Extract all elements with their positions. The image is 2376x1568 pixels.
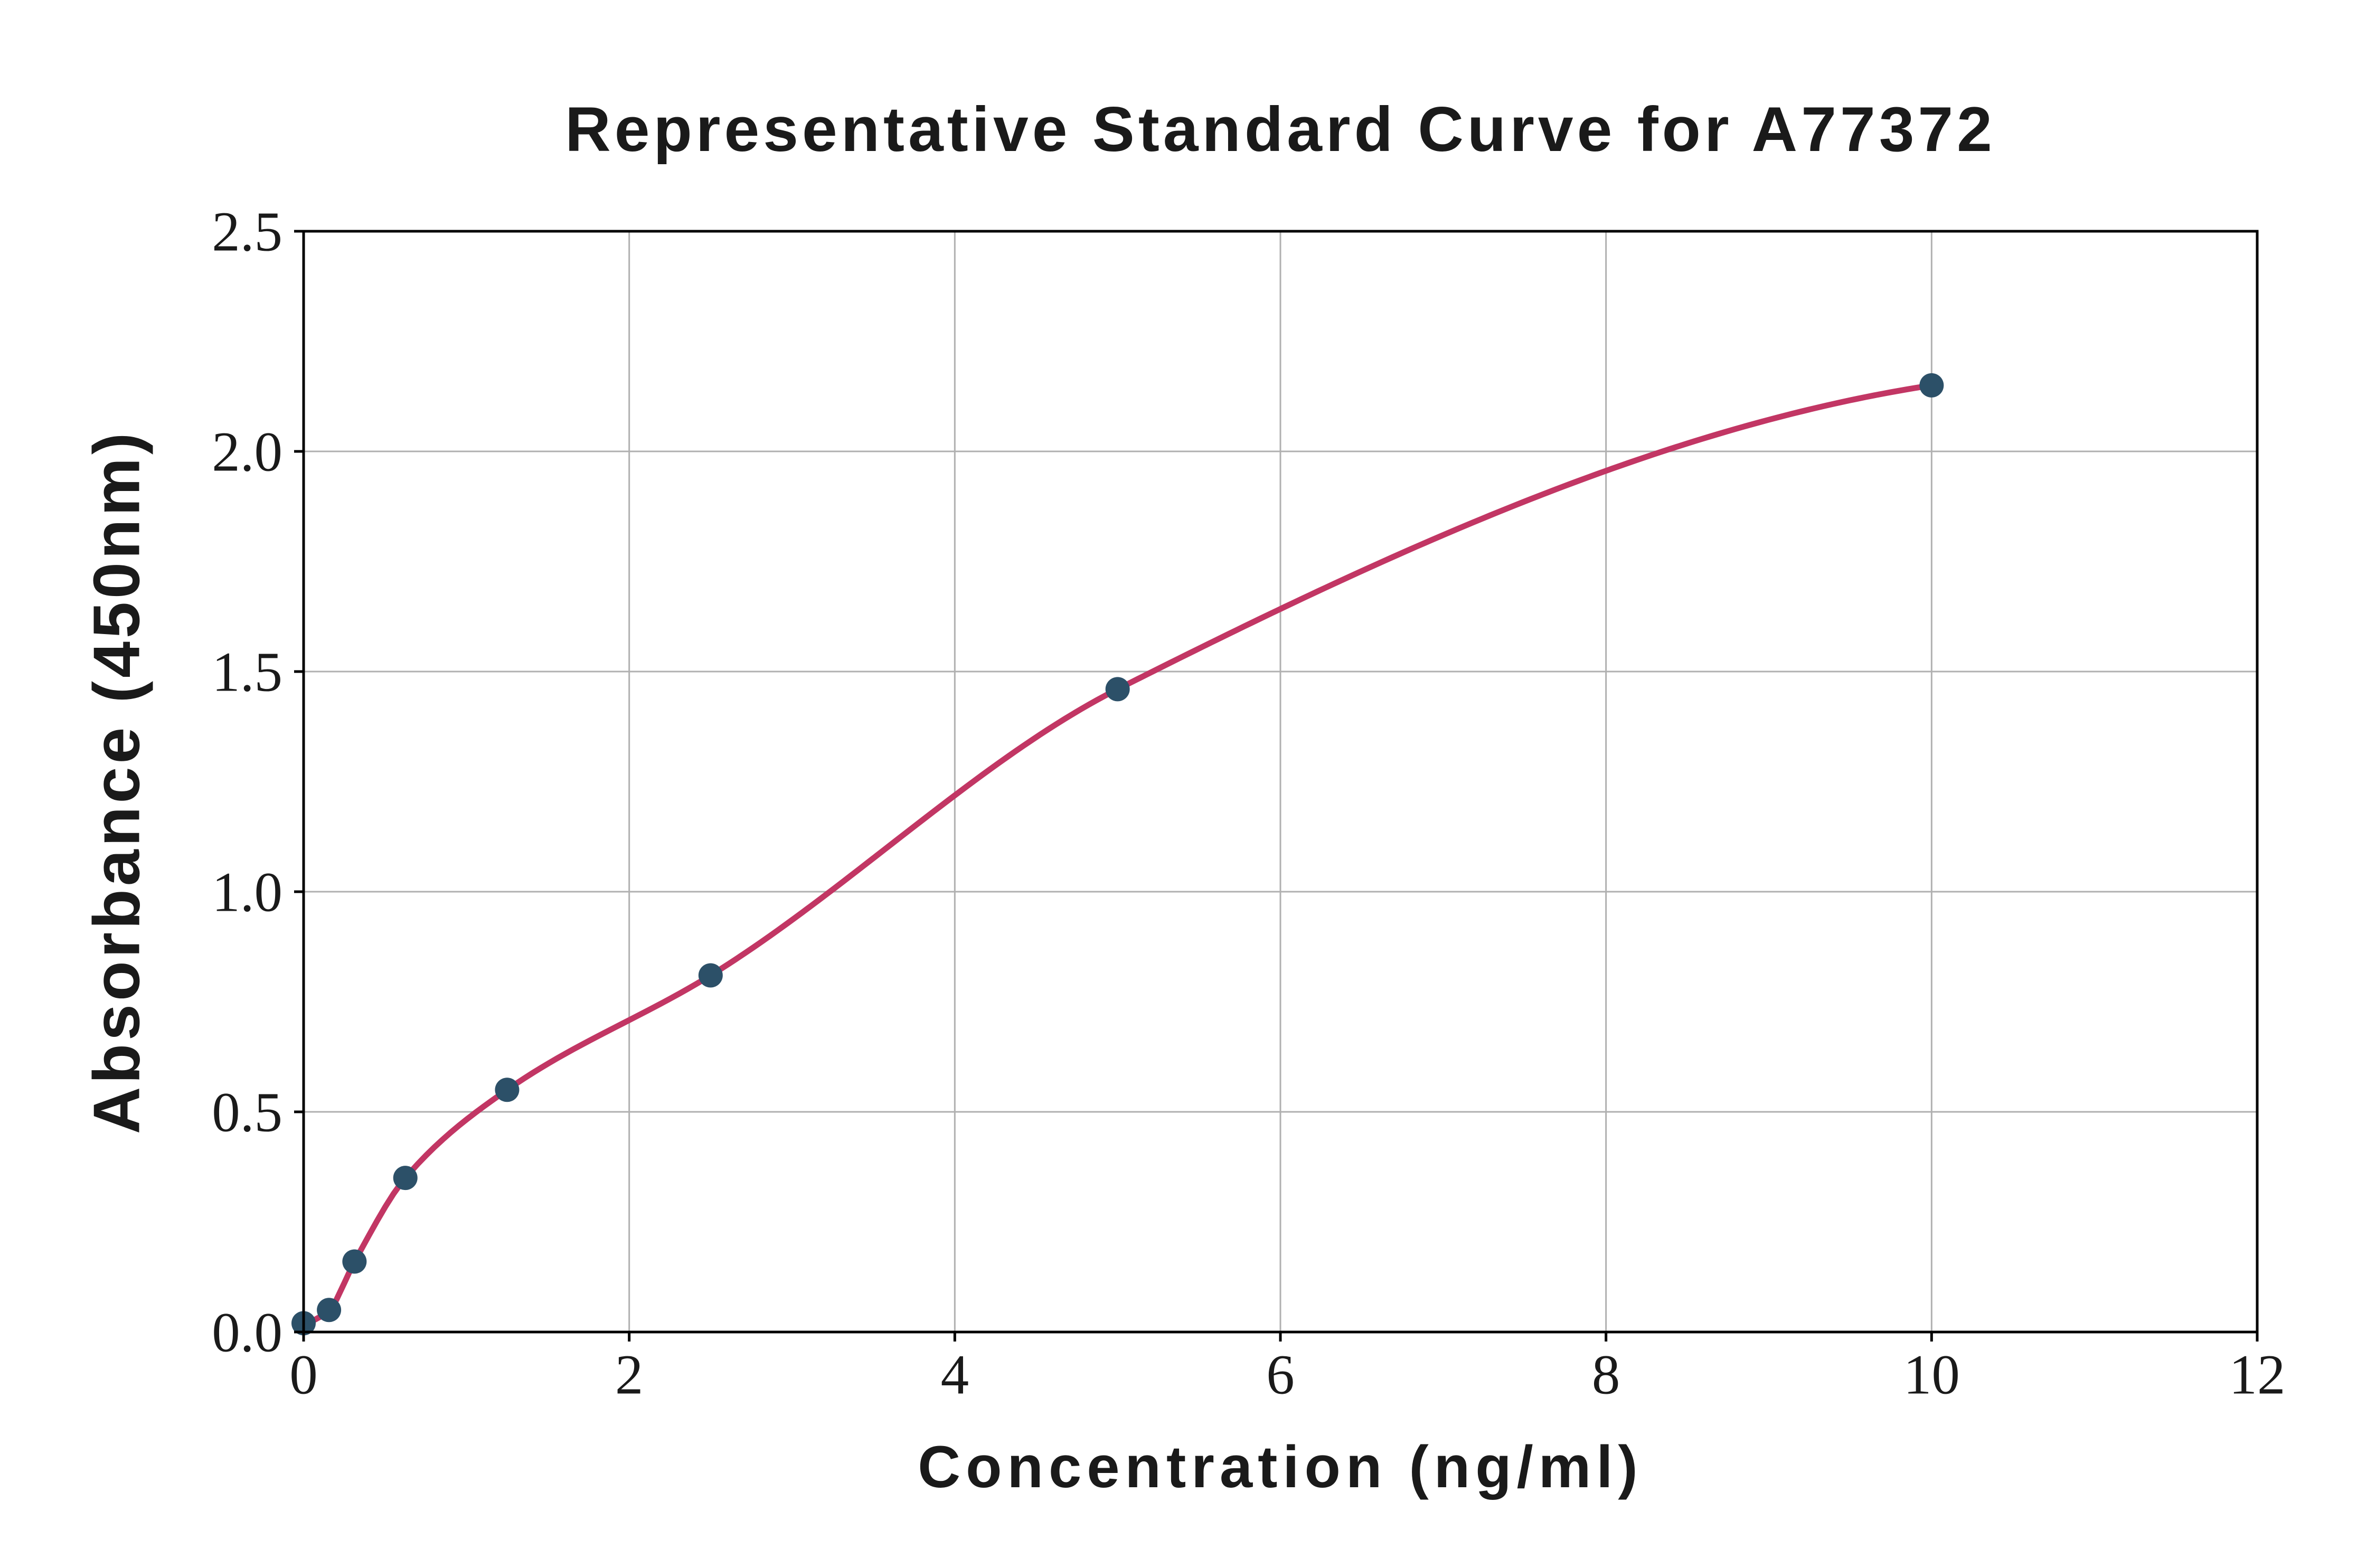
svg-text:1.5: 1.5 — [212, 641, 282, 703]
svg-text:12: 12 — [2229, 1344, 2286, 1406]
svg-text:0.5: 0.5 — [212, 1081, 282, 1144]
svg-text:2.0: 2.0 — [212, 421, 282, 483]
svg-text:1.0: 1.0 — [212, 861, 282, 923]
svg-text:6: 6 — [1266, 1344, 1295, 1406]
svg-text:2.5: 2.5 — [212, 201, 282, 263]
svg-text:8: 8 — [1592, 1344, 1620, 1406]
svg-text:10: 10 — [1903, 1344, 1960, 1406]
svg-text:0: 0 — [289, 1344, 318, 1406]
svg-text:4: 4 — [941, 1344, 969, 1406]
svg-text:0.0: 0.0 — [212, 1301, 282, 1364]
svg-text:2: 2 — [615, 1344, 644, 1406]
